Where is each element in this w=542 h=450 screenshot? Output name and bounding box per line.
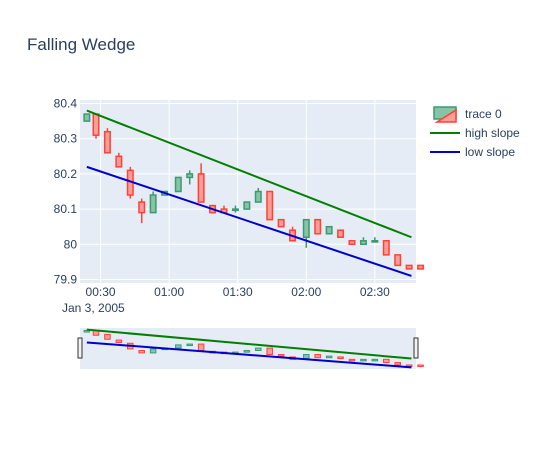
mini-candle: [104, 333, 111, 340]
mini-candle: [337, 356, 344, 360]
candle-body: [394, 254, 402, 267]
candle-body: [186, 173, 194, 179]
legend: trace 0 high slope low slope: [430, 106, 520, 159]
y-tick-label: 80.2: [54, 167, 78, 181]
candle-body: [359, 240, 367, 246]
x-tick-label: 02:30: [360, 285, 390, 299]
candle-body: [266, 190, 274, 221]
candle-body: [254, 190, 262, 203]
y-tick-label: 80.4: [54, 97, 78, 111]
mini-candle: [394, 362, 401, 366]
mini-candle: [303, 354, 310, 360]
candle-body: [92, 113, 100, 136]
trend-lines: [86, 109, 412, 277]
legend-label: low slope: [465, 145, 515, 159]
candle-body: [243, 201, 251, 210]
high-slope-line: [86, 109, 412, 239]
mini-candle: [197, 343, 205, 352]
mini-candle: [266, 347, 273, 356]
mini-high-slope-line: [86, 328, 412, 360]
mini-candle: [138, 350, 145, 354]
x-tick-label: 01:00: [154, 285, 184, 299]
x-tick-label: 02:00: [291, 285, 321, 299]
candle-body: [348, 240, 356, 246]
legend-label: high slope: [465, 126, 520, 140]
mini-candle: [175, 344, 182, 349]
mini-candle: [314, 354, 321, 359]
candle-body: [405, 264, 413, 270]
mini-candle: [360, 358, 367, 362]
mini-candle: [186, 343, 193, 347]
legend-label: trace 0: [465, 107, 502, 121]
candle-body: [302, 218, 310, 238]
range-slider-right-handle[interactable]: [413, 337, 419, 359]
mini-candle: [325, 355, 333, 359]
y-tick-label: 79.9: [54, 272, 78, 286]
candlestick-series: [83, 113, 425, 270]
mini-candle: [383, 358, 390, 364]
low-slope-line: [86, 165, 412, 277]
chart-title: Falling Wedge: [27, 35, 135, 54]
y-axis: 80.4 80.3 80.2 80.1 80 79.9: [54, 97, 78, 287]
candle-body: [174, 176, 182, 193]
y-tick-label: 80.1: [54, 202, 78, 216]
candle-body: [103, 130, 111, 154]
candle-body: [115, 155, 123, 168]
x-axis-date-label: Jan 3, 2005: [62, 301, 125, 315]
mini-candle: [255, 347, 262, 352]
candle-body: [371, 240, 379, 243]
candle-body: [325, 225, 333, 235]
legend-item-trace-0[interactable]: trace 0: [433, 106, 502, 123]
mini-candle: [277, 354, 285, 357]
candle-body: [314, 218, 322, 235]
candle-body: [337, 229, 345, 238]
mini-candle: [371, 358, 379, 362]
candle-body: [277, 218, 285, 228]
candle-body: [417, 264, 425, 270]
mini-candle: [243, 350, 251, 353]
mini-candle: [149, 348, 157, 354]
candle-body: [149, 194, 157, 214]
x-tick-label: 00:30: [86, 285, 116, 299]
mini-candle: [417, 364, 424, 367]
candle-body: [382, 240, 390, 256]
legend-swatch-decreasing: [434, 108, 457, 123]
y-tick-label: 80.3: [54, 132, 78, 146]
range-slider[interactable]: [77, 328, 424, 369]
x-axis: 00:30 01:00 01:30 02:00 02:30: [86, 285, 391, 299]
x-tick-label: 01:30: [223, 285, 253, 299]
candle-body: [138, 201, 146, 214]
y-tick-label: 80: [64, 237, 78, 251]
mini-candle: [115, 339, 123, 343]
legend-item-low-slope[interactable]: low slope: [430, 145, 515, 159]
main-plot[interactable]: [80, 100, 425, 283]
range-slider-left-handle[interactable]: [77, 337, 83, 359]
range-slider-preview: [83, 328, 424, 369]
mini-low-slope-line: [86, 341, 412, 369]
candle-body: [197, 173, 205, 203]
candle-body: [231, 208, 239, 212]
candle-body: [83, 113, 91, 122]
legend-item-high-slope[interactable]: high slope: [430, 126, 520, 140]
mini-candle: [348, 358, 356, 362]
